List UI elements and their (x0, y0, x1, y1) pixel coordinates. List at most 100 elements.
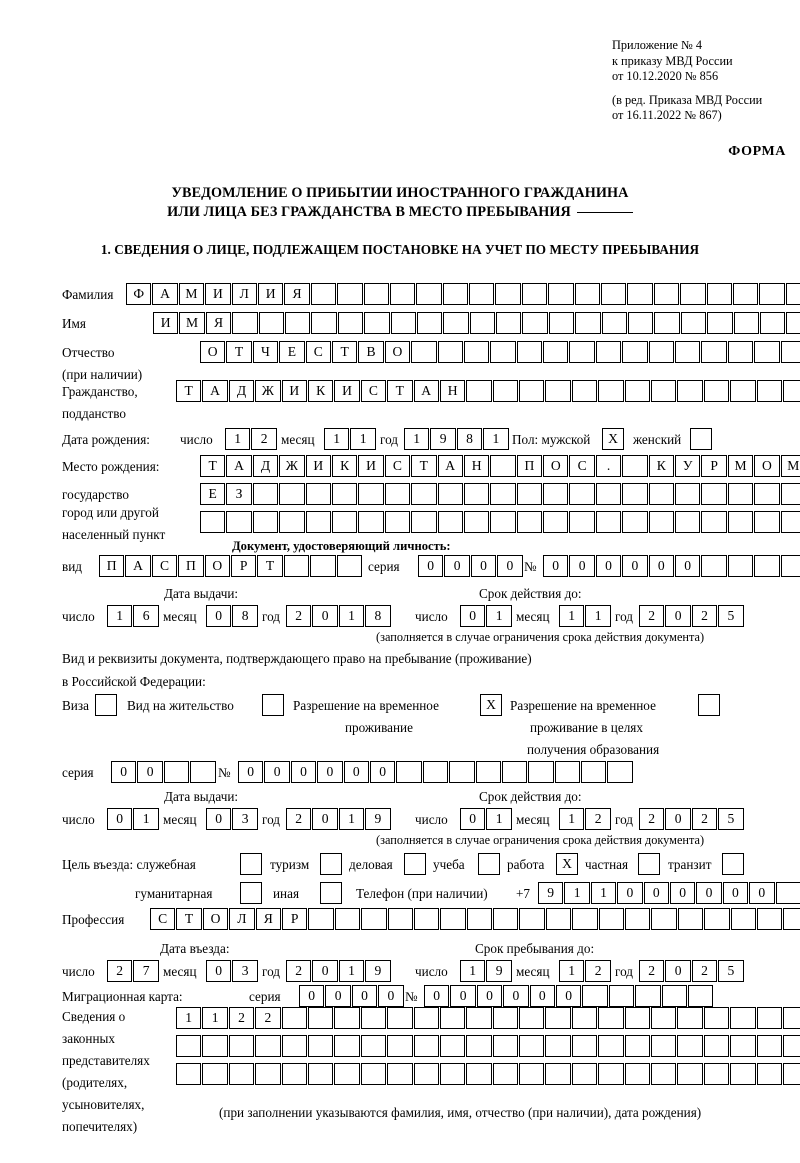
legal-rep-cells-row1-cell-19[interactable] (651, 1007, 677, 1029)
citizenship-cells-cell-15[interactable] (545, 380, 571, 402)
birth-place-cells-row1-cell-7[interactable]: И (358, 455, 384, 477)
surname-cells-cell-18[interactable] (574, 283, 601, 305)
doc-series-cells-cell-2[interactable]: 0 (444, 555, 470, 577)
migration-number-cells-cell-7[interactable] (582, 985, 608, 1007)
rvp-issue-year-cells-cell-4[interactable]: 9 (365, 808, 391, 830)
migration-number-cells-cell-3[interactable]: 0 (476, 985, 503, 1007)
birth-place-cells-row3-cell-14[interactable] (543, 511, 569, 533)
legal-rep-cells-row1-cell-14[interactable] (519, 1007, 545, 1029)
legal-rep-cells-row1-cell-20[interactable] (677, 1007, 703, 1029)
surname-cells-cell-22[interactable] (680, 283, 706, 305)
citizenship-cells-cell-24[interactable] (782, 380, 800, 402)
birth-place-cells-row1-cell-16[interactable]: . (595, 455, 622, 477)
migration-number-cells-cell-8[interactable] (608, 985, 635, 1007)
migration-series-cells-cell-4[interactable]: 0 (378, 985, 404, 1007)
patronymic-cells-cell-21[interactable] (727, 341, 754, 363)
profession-cells-cell-25[interactable] (783, 908, 800, 930)
birth-place-cells-row2-cell-19[interactable] (675, 483, 701, 505)
birth-place-cells-row3-cell-22[interactable] (754, 511, 780, 533)
legal-rep-cells-row3-cell-8[interactable] (360, 1063, 387, 1085)
legal-rep-cells-row1-cell-16[interactable] (571, 1007, 598, 1029)
profession-cells-cell-2[interactable]: Т (176, 908, 202, 930)
birth-place-cells-row1-cell-13[interactable]: П (516, 455, 543, 477)
legal-rep-cells-row2-cell-14[interactable] (519, 1035, 545, 1057)
doc-kind-cells-cell-10[interactable] (336, 555, 362, 577)
legal-rep-cells-row2-cell-16[interactable] (571, 1035, 598, 1057)
patronymic-cells-cell-20[interactable] (701, 341, 727, 363)
patronymic-cells-cell-15[interactable] (569, 341, 595, 363)
birth-place-cells-row3-cell-12[interactable] (490, 511, 516, 533)
legal-rep-cells-row3-cell-7[interactable] (334, 1063, 360, 1085)
doc-number-cells-cell-10[interactable] (780, 555, 800, 577)
birth-place-cells-row2-cell-8[interactable] (384, 483, 411, 505)
patronymic-cells-cell-7[interactable]: В (358, 341, 384, 363)
citizenship-cells-cell-12[interactable] (466, 380, 492, 402)
doc-number-cells-cell-4[interactable]: 0 (622, 555, 648, 577)
birth-day-cells-cell-2[interactable]: 2 (251, 428, 277, 450)
patronymic-cells-cell-16[interactable] (595, 341, 622, 363)
purpose-official-checkbox[interactable] (240, 853, 262, 875)
legal-rep-cells-row3-cell-16[interactable] (571, 1063, 598, 1085)
legal-rep-cells-row1-cell-9[interactable] (387, 1007, 413, 1029)
legal-rep-cells-row1-cell-4[interactable]: 2 (255, 1007, 281, 1029)
patronymic-cells-cell-19[interactable] (675, 341, 701, 363)
phone-cells-cell-6[interactable]: 0 (669, 882, 696, 904)
birth-place-cells-row2-cell-3[interactable] (252, 483, 279, 505)
birth-place-cells-row1-cell-20[interactable]: Р (701, 455, 727, 477)
legal-rep-cells-row2[interactable] (176, 1035, 800, 1057)
legal-rep-cells-row2-cell-18[interactable] (624, 1035, 651, 1057)
birth-year-cells-cell-3[interactable]: 8 (456, 428, 483, 450)
purpose-tourism-checkbox[interactable] (320, 853, 342, 875)
legal-rep-cells-row1-cell-3[interactable]: 2 (228, 1007, 255, 1029)
surname-cells-cell-7[interactable]: Я (284, 283, 310, 305)
birth-place-cells-row3-cell-10[interactable] (437, 511, 463, 533)
profession-cells-cell-18[interactable] (598, 908, 625, 930)
birth-month-cells-cell-2[interactable]: 1 (350, 428, 376, 450)
birth-place-cells-row1-cell-10[interactable]: А (437, 455, 463, 477)
stay-day-cells-cell-1[interactable]: 1 (460, 960, 486, 982)
profession-cells-cell-8[interactable] (334, 908, 361, 930)
doc-issue-year-cells-cell-3[interactable]: 1 (338, 605, 365, 627)
name-cells-cell-23[interactable] (733, 312, 759, 334)
citizenship-cells-cell-16[interactable] (571, 380, 598, 402)
surname-cells-cell-16[interactable] (521, 283, 548, 305)
patronymic-cells-cell-17[interactable] (622, 341, 648, 363)
patronymic-cells-cell-18[interactable] (648, 341, 675, 363)
legal-rep-cells-row3-cell-18[interactable] (624, 1063, 651, 1085)
rvp-valid-day-cells-cell-2[interactable]: 1 (486, 808, 512, 830)
citizenship-cells-cell-5[interactable]: И (281, 380, 307, 402)
legal-rep-cells-row3-cell-4[interactable] (255, 1063, 281, 1085)
legal-rep-cells-row2-cell-7[interactable] (334, 1035, 360, 1057)
name-cells-cell-3[interactable]: Я (205, 312, 232, 334)
purpose-other-checkbox[interactable] (320, 882, 342, 904)
migration-number-cells-cell-1[interactable]: 0 (424, 985, 450, 1007)
citizenship-cells-cell-21[interactable] (703, 380, 730, 402)
doc-valid-month-cells-cell-2[interactable]: 1 (585, 605, 611, 627)
name-cells-cell-17[interactable] (575, 312, 601, 334)
surname-cells-cell-15[interactable] (495, 283, 521, 305)
birth-place-cells-row3-cell-9[interactable] (411, 511, 437, 533)
birth-place-cells-row2-cell-21[interactable] (727, 483, 754, 505)
legal-rep-cells-row1-cell-1[interactable]: 1 (176, 1007, 202, 1029)
migration-number-cells-cell-4[interactable]: 0 (503, 985, 529, 1007)
rvp-valid-month-cells-cell-2[interactable]: 2 (585, 808, 611, 830)
patronymic-cells-cell-12[interactable] (490, 341, 516, 363)
patronymic-cells-cell-1[interactable]: О (200, 341, 226, 363)
profession-cells-cell-16[interactable] (545, 908, 572, 930)
doc-valid-month-cells-cell-1[interactable]: 1 (559, 605, 585, 627)
profession-cells-cell-11[interactable] (413, 908, 440, 930)
name-cells-cell-2[interactable]: М (179, 312, 205, 334)
rvp-valid-day-cells-cell-1[interactable]: 0 (460, 808, 486, 830)
citizenship-cells-cell-19[interactable] (651, 380, 677, 402)
birth-place-cells-row3-cell-8[interactable] (384, 511, 411, 533)
birth-place-cells-row3-cell-7[interactable] (358, 511, 384, 533)
doc-number-cells-cell-8[interactable] (727, 555, 754, 577)
legal-rep-cells-row2-cell-15[interactable] (545, 1035, 571, 1057)
